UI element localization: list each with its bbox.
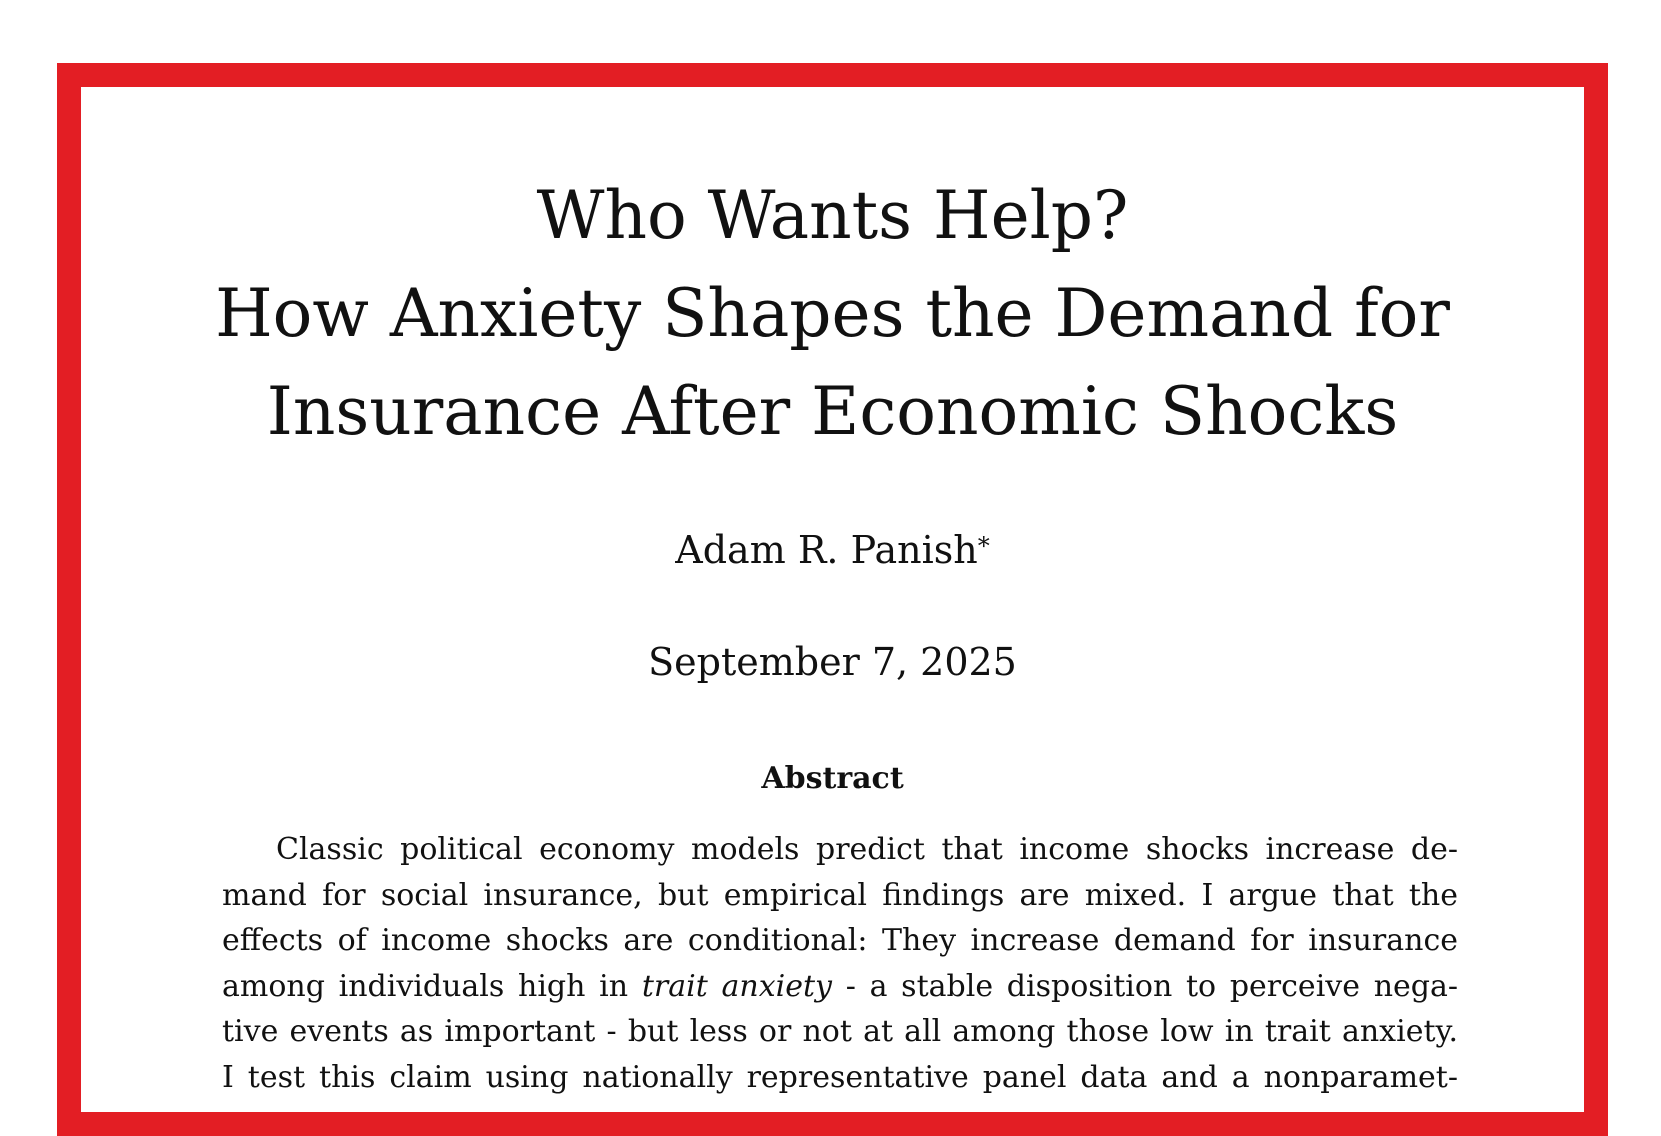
paper-title: Who Wants Help? How Anxiety Shapes the D… [81,167,1584,461]
author-footnote-mark[interactable]: * [977,532,990,560]
title-line-3: Insurance After Economic Shocks [266,373,1399,450]
abstract-line-4-start: among individuals high in [222,968,629,1004]
title-line-2: How Anxiety Shapes the Demand for [215,275,1450,352]
abstract-emphasis-trait-anxiety: trait anxiety [641,968,832,1004]
abstract-line-3: effects of income shocks are conditional… [222,923,1458,959]
abstract-line-2: mand for social insurance, but empirical… [222,877,1458,913]
paper-date: September 7, 2025 [648,640,1017,684]
abstract-line-6: I test this claim using nationally repre… [222,1059,1458,1095]
abstract-line-1: Classic political economy models predict… [276,832,1458,867]
abstract-body: Classic political economy models predict… [222,827,1458,1101]
abstract-line-4-end: - a stable disposition to perceive nega- [845,968,1459,1004]
title-line-1: Who Wants Help? [536,177,1129,254]
abstract-line-4: among individuals high in trait anxiety … [222,964,1458,1010]
abstract-heading: Abstract [761,761,904,796]
author-name: Adam R. Panish [675,528,978,572]
abstract-line-5: tive events as important - but less or n… [222,1014,1458,1050]
author-line: Adam R. Panish* [81,525,1584,575]
page-frame: Who Wants Help? How Anxiety Shapes the D… [57,63,1608,1136]
paper-first-page: Who Wants Help? How Anxiety Shapes the D… [81,87,1584,1112]
